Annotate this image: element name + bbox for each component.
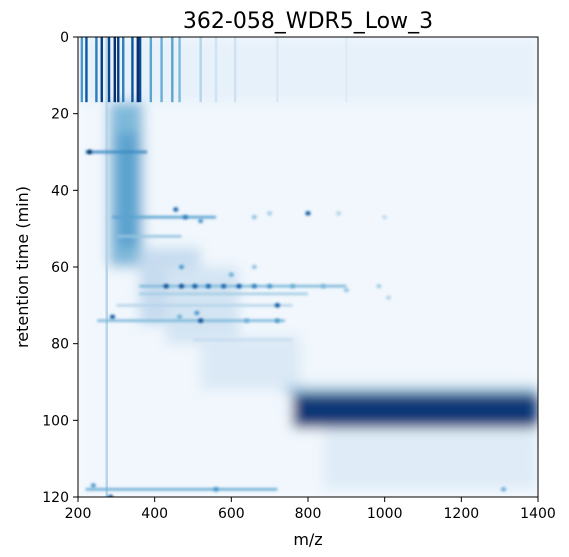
intensity-spot [90, 483, 96, 488]
intensity-spot [274, 303, 280, 308]
horizontal-streak [85, 150, 147, 154]
y-axis-label: retention time (min) [13, 186, 32, 348]
horizontal-streak [116, 304, 293, 307]
x-tick-label: 800 [295, 506, 322, 522]
intensity-spot [236, 283, 242, 289]
intensity-spot [382, 214, 388, 220]
intensity-spot [251, 264, 257, 270]
vertical-streak [136, 37, 139, 103]
intensity-spot [178, 264, 185, 270]
y-tick-label: 40 [51, 183, 69, 199]
vertical-streak [178, 37, 181, 103]
vertical-streak [105, 37, 108, 497]
intensity-spot [244, 318, 250, 323]
intensity-spot [178, 283, 185, 289]
intensity-spot [173, 207, 179, 212]
vertical-streak [85, 37, 88, 103]
intensity-spot [267, 283, 273, 289]
vertical-streak [122, 37, 125, 103]
intensity-spot [251, 283, 257, 289]
intensity-spot [176, 314, 183, 320]
intensity-spot [109, 314, 116, 320]
intensity-spot [163, 283, 169, 289]
intensity-spot [500, 487, 507, 492]
y-tick-label: 20 [51, 107, 69, 123]
intensity-spot [213, 487, 219, 492]
vertical-streak [95, 37, 98, 103]
intensity-spot [228, 272, 234, 277]
x-tick-label: 600 [218, 506, 245, 522]
y-tick-label: 120 [42, 490, 69, 506]
vertical-streak [149, 37, 153, 103]
intensity-spot [305, 211, 311, 216]
vertical-streak [276, 37, 279, 103]
horizontal-streak [112, 215, 216, 219]
intensity-spot [376, 283, 382, 289]
vertical-streak [345, 37, 348, 103]
vertical-streak [80, 37, 84, 103]
heatmap-region [200, 336, 301, 390]
intensity-spot [267, 211, 273, 216]
intensity-spot [198, 318, 204, 323]
intensity-spot [182, 214, 188, 220]
vertical-streak [100, 37, 103, 103]
vertical-streak [199, 37, 202, 103]
x-tick-label: 200 [65, 506, 92, 522]
y-tick-label: 0 [60, 30, 69, 46]
intensity-spot [320, 283, 326, 289]
intensity-spot [192, 283, 198, 289]
intensity-spot [86, 149, 93, 155]
vertical-streak [171, 37, 174, 103]
x-axis-label: m/z [293, 530, 322, 549]
horizontal-streak [139, 284, 347, 288]
horizontal-streak [193, 338, 293, 342]
intensity-spot [205, 283, 211, 289]
intensity-spot [336, 211, 342, 216]
heatmap-region [78, 37, 538, 103]
intensity-spot [385, 295, 392, 300]
heatmap-region [285, 385, 538, 394]
vertical-streak [117, 37, 120, 103]
vertical-streak [131, 37, 134, 103]
intensity-spot [251, 214, 257, 220]
horizontal-streak [116, 235, 182, 238]
heatmap-region [292, 393, 538, 428]
intensity-spot [198, 218, 204, 224]
vertical-streak [107, 37, 111, 103]
heatmap-region [116, 132, 140, 248]
intensity-spot [107, 494, 114, 497]
horizontal-streak [139, 292, 308, 296]
vertical-streak [138, 37, 142, 103]
vertical-streak [160, 37, 163, 103]
chart-title: 362-058_WDR5_Low_3 [183, 9, 433, 34]
x-tick-label: 1000 [367, 506, 403, 522]
vertical-streak [233, 37, 237, 103]
y-tick-label: 100 [42, 413, 69, 429]
horizontal-streak [97, 319, 286, 322]
vertical-streak [214, 37, 218, 103]
intensity-spot [274, 318, 280, 323]
x-tick-label: 1200 [444, 506, 480, 522]
intensity-spot [221, 283, 227, 289]
intensity-spot [194, 310, 200, 316]
y-tick-label: 80 [51, 337, 69, 353]
intensity-spot [290, 283, 296, 289]
plot-area [78, 37, 538, 497]
vertical-streak [113, 37, 116, 103]
horizontal-streak [85, 488, 278, 491]
heatmap-region [323, 428, 538, 490]
x-tick-label: 1400 [520, 506, 556, 522]
x-tick-label: 400 [141, 506, 168, 522]
intensity-spot [343, 287, 349, 293]
y-tick-label: 60 [51, 260, 69, 276]
